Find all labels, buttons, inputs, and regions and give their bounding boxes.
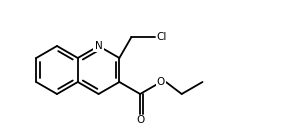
Text: O: O bbox=[136, 115, 144, 125]
Text: Cl: Cl bbox=[156, 32, 167, 42]
Text: N: N bbox=[95, 41, 103, 51]
Text: O: O bbox=[157, 77, 165, 87]
